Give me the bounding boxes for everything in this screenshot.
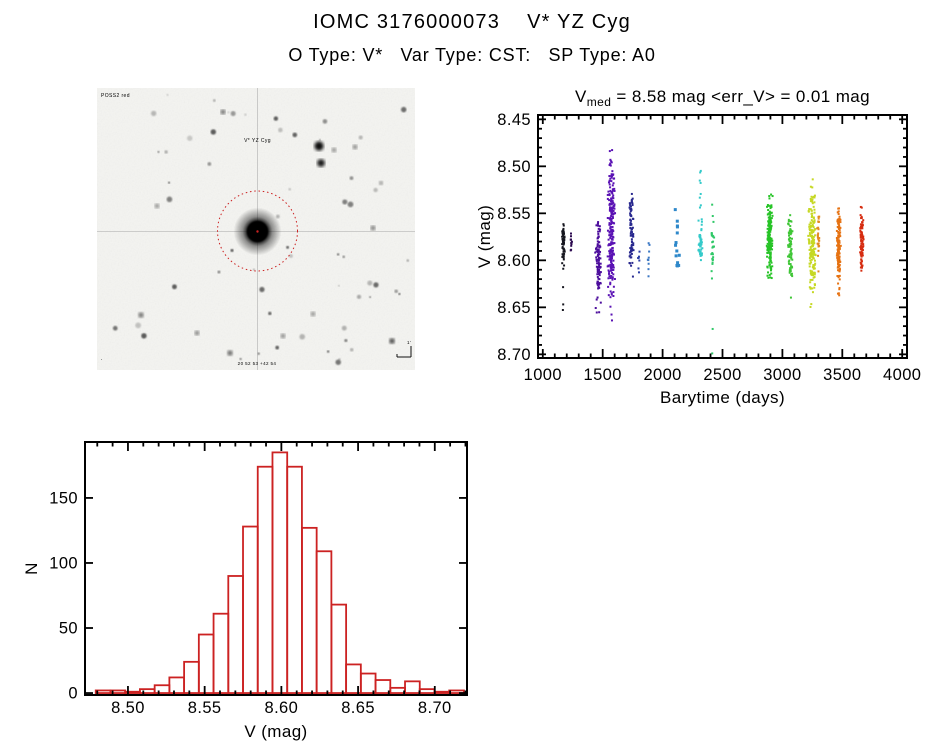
magnitude-histogram-plot: 8.50 8.55 8.60 8.65 8.70 0 50 100 150 V (mag) N bbox=[22, 441, 468, 741]
scale-bar: 1' bbox=[396, 340, 412, 358]
field-stars bbox=[112, 93, 410, 365]
x-axis-title: V (mag) bbox=[244, 722, 307, 741]
x-tick-label: 8.65 bbox=[341, 699, 375, 717]
coords-label: 20 52 53 +42 54 bbox=[238, 361, 277, 366]
axis-ticks bbox=[85, 442, 467, 695]
y-tick-label: 8.45 bbox=[497, 111, 531, 129]
histogram-bars bbox=[94, 451, 465, 694]
y-tick-label: 8.50 bbox=[497, 158, 531, 176]
x-tick-label: 8.55 bbox=[188, 699, 222, 717]
finding-chart-image: V* YZ Cyg POSS2 red 20 52 53 +42 54 ' 1' bbox=[97, 88, 415, 370]
x-axis-title: Barytime (days) bbox=[660, 388, 785, 407]
y-tick-label: 8.70 bbox=[497, 346, 531, 364]
plot-title: Vmed = 8.58 mag <err_V> = 0.01 mag bbox=[575, 87, 870, 109]
plot-frame bbox=[537, 114, 908, 359]
x-tick-label: 3500 bbox=[823, 366, 861, 384]
axis-ticks bbox=[538, 115, 907, 358]
y-tick-label: 8.60 bbox=[497, 252, 531, 270]
target-label: V* YZ Cyg bbox=[244, 138, 271, 144]
x-tick-label: 2000 bbox=[643, 366, 681, 384]
y-tick-label: 150 bbox=[49, 489, 78, 507]
plot-frame bbox=[84, 441, 468, 696]
page-title: IOMC 3176000073 V* YZ Cyg bbox=[313, 11, 631, 33]
y-axis-title: V (mag) bbox=[475, 205, 494, 268]
y-tick-label: 8.65 bbox=[497, 299, 531, 317]
y-tick-label: 50 bbox=[59, 620, 78, 638]
y-tick-label: 8.55 bbox=[497, 205, 531, 223]
scatter-points bbox=[561, 149, 865, 355]
y-axis-title: N bbox=[22, 562, 41, 575]
lightcurve-plot: 1000 1500 2000 2500 3000 3500 4000 8.45 8.50 8.55… bbox=[475, 87, 921, 407]
corner-mark: ' bbox=[101, 358, 102, 363]
y-tick-label: 0 bbox=[68, 685, 78, 703]
x-tick-label: 8.50 bbox=[111, 699, 145, 717]
x-tick-label: 8.70 bbox=[418, 699, 452, 717]
survey-label: POSS2 red bbox=[101, 93, 130, 99]
x-tick-label: 8.60 bbox=[265, 699, 299, 717]
x-tick-label: 1000 bbox=[524, 366, 562, 384]
target-marker: V* YZ Cyg bbox=[217, 138, 298, 272]
scale-label: 1' bbox=[407, 340, 411, 345]
y-tick-label: 100 bbox=[49, 554, 78, 572]
x-tick-label: 4000 bbox=[883, 366, 921, 384]
x-tick-label: 1500 bbox=[584, 366, 622, 384]
x-tick-label: 2500 bbox=[703, 366, 741, 384]
x-tick-label: 3000 bbox=[763, 366, 801, 384]
page-subtitle: O Type: V* Var Type: CST: SP Type: A0 bbox=[288, 45, 656, 65]
